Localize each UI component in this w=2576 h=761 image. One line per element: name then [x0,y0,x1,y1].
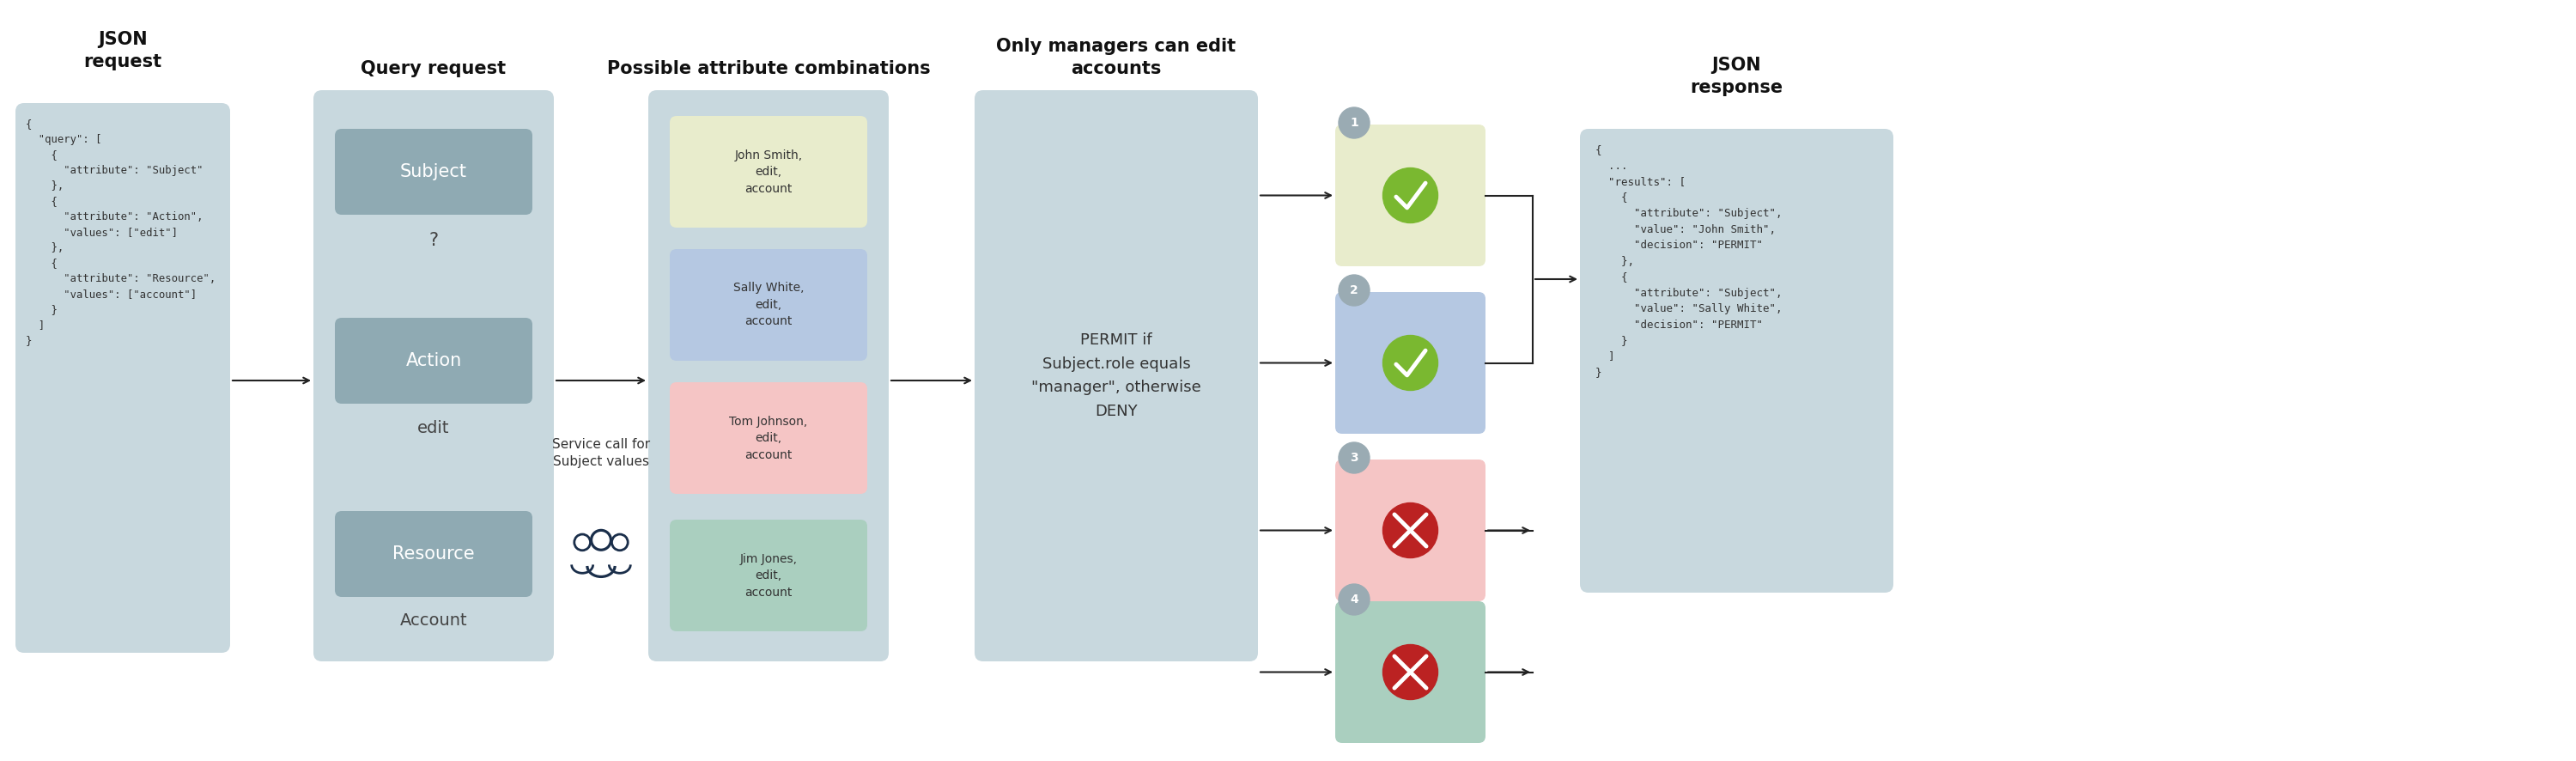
Circle shape [1340,442,1370,473]
FancyBboxPatch shape [1334,601,1486,743]
Text: ?: ? [428,232,438,249]
Circle shape [1383,168,1437,223]
Text: Tom Johnson,
edit,
account: Tom Johnson, edit, account [729,416,809,461]
FancyBboxPatch shape [670,520,868,632]
Circle shape [1383,336,1437,390]
FancyBboxPatch shape [649,91,889,661]
Text: PERMIT if
Subject.role equals
"manager", otherwise
DENY: PERMIT if Subject.role equals "manager",… [1030,333,1200,419]
Text: {
  "query": [
    {
      "attribute": "Subject"
    },
    {
      "attribute": { "query": [ { "attribute": "Subject" },… [26,119,216,346]
FancyBboxPatch shape [335,318,533,403]
Text: Sally White,
edit,
account: Sally White, edit, account [734,282,804,328]
Text: 4: 4 [1350,594,1358,606]
Text: Query request: Query request [361,60,507,78]
FancyBboxPatch shape [1334,460,1486,601]
Text: {
  ...
  "results": [
    {
      "attribute": "Subject",
      "value": "John : { ... "results": [ { "attribute": "Subje… [1595,145,1783,378]
Circle shape [1340,584,1370,615]
FancyBboxPatch shape [670,116,868,228]
FancyBboxPatch shape [1334,125,1486,266]
Text: edit: edit [417,419,451,436]
FancyBboxPatch shape [670,382,868,494]
FancyBboxPatch shape [15,103,229,653]
Text: Possible attribute combinations: Possible attribute combinations [608,60,930,78]
Circle shape [1340,275,1370,306]
Text: Account: Account [399,613,466,629]
Circle shape [1383,503,1437,558]
Text: 2: 2 [1350,285,1358,296]
FancyBboxPatch shape [670,249,868,361]
FancyBboxPatch shape [335,129,533,215]
Text: Resource: Resource [392,546,474,562]
FancyBboxPatch shape [1334,292,1486,434]
Circle shape [1340,107,1370,139]
Text: Subject: Subject [399,163,466,180]
Text: 1: 1 [1350,116,1358,129]
Text: John Smith,
edit,
account: John Smith, edit, account [734,149,804,195]
Text: Action: Action [404,352,461,369]
Circle shape [1383,645,1437,699]
Text: JSON
response: JSON response [1690,56,1783,96]
Text: Service call for
Subject values: Service call for Subject values [551,438,649,468]
FancyBboxPatch shape [1579,129,1893,593]
FancyBboxPatch shape [314,91,554,661]
Text: Only managers can edit
accounts: Only managers can edit accounts [997,37,1236,78]
FancyBboxPatch shape [974,91,1257,661]
FancyBboxPatch shape [335,511,533,597]
Text: 3: 3 [1350,452,1358,463]
Text: Jim Jones,
edit,
account: Jim Jones, edit, account [739,552,799,598]
Text: JSON
request: JSON request [82,30,162,71]
